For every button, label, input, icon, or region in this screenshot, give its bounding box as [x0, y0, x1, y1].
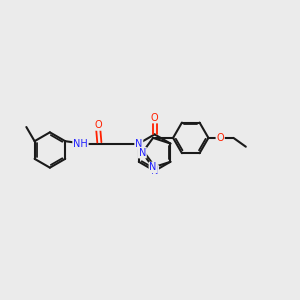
Text: O: O	[151, 112, 158, 123]
Text: N: N	[135, 139, 142, 148]
Text: N: N	[151, 166, 158, 176]
Text: O: O	[94, 120, 102, 130]
Text: NH: NH	[73, 139, 88, 148]
Text: O: O	[216, 133, 224, 143]
Text: N: N	[139, 148, 146, 158]
Text: N: N	[149, 162, 157, 172]
